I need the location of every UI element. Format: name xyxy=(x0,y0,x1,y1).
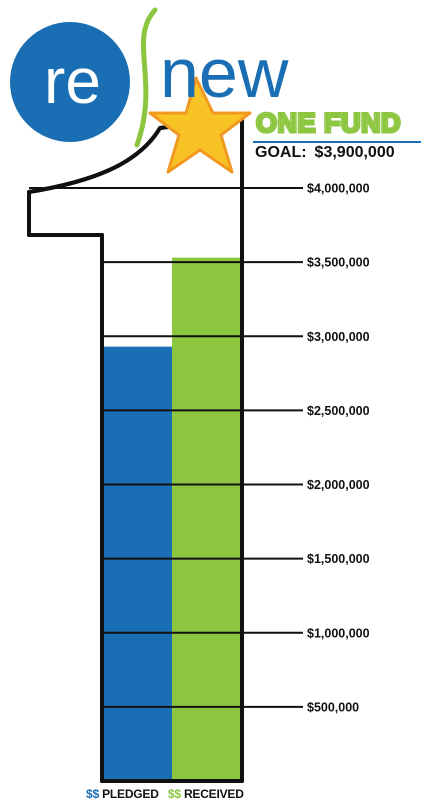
goal-label: GOAL: xyxy=(255,144,307,161)
goal-line: GOAL: $3,900,000 xyxy=(255,144,395,162)
logo-text-re: re xyxy=(44,45,101,117)
star-icon xyxy=(148,76,252,174)
bar-received xyxy=(172,257,240,781)
y-tick-label: $500,000 xyxy=(307,700,359,714)
logo-text-new: new xyxy=(160,34,289,112)
legend-received-label: RECEIVED xyxy=(183,787,244,801)
y-tick-label: $4,000,000 xyxy=(307,182,370,196)
legend-received-symbol: $$ xyxy=(167,787,181,801)
number-one-border xyxy=(27,116,244,783)
bar-pledged xyxy=(104,346,172,781)
y-tick-label: $2,000,000 xyxy=(307,478,370,492)
goal-value: $3,900,000 xyxy=(314,144,395,161)
y-tick-label: $3,500,000 xyxy=(307,256,370,270)
bars-group xyxy=(104,257,240,781)
fund-title: ONE FUND xyxy=(256,108,401,138)
goal-divider xyxy=(253,141,421,143)
logo-swoosh xyxy=(134,7,158,148)
y-tick-label: $1,000,000 xyxy=(307,626,370,640)
legend-pledged-symbol: $$ xyxy=(86,787,99,801)
legend-pledged-label: PLEDGED xyxy=(102,787,159,801)
legend: $$ PLEDGED $$ RECEIVED xyxy=(86,787,250,801)
gridlines-group: $500,000 $1,000,000 $1,500,000 $2,000,000 $2… xyxy=(29,182,370,714)
y-tick-label: $3,000,000 xyxy=(307,330,370,344)
logo-circle xyxy=(10,22,130,142)
y-tick-label: $2,500,000 xyxy=(307,404,370,418)
y-tick-label: $1,500,000 xyxy=(307,552,370,566)
fund-title-outline: ONE FUND xyxy=(255,107,403,140)
